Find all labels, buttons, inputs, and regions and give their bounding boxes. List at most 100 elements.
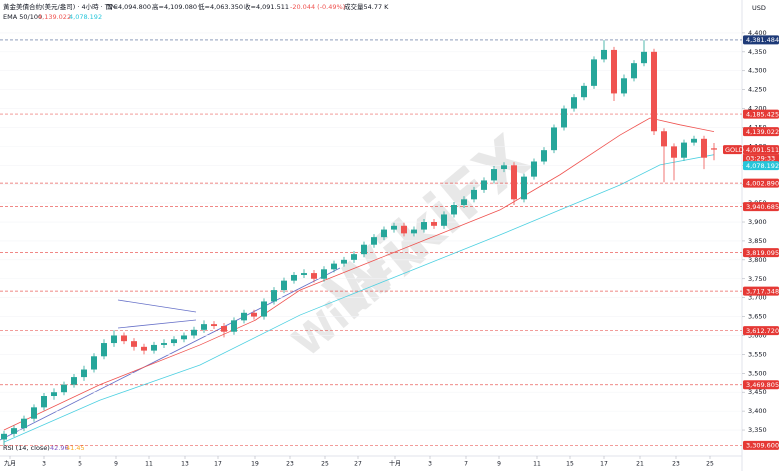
candle-body xyxy=(21,418,27,429)
candle-body xyxy=(101,343,107,357)
close: 收=4,091.511 xyxy=(244,2,289,11)
candle-body xyxy=(381,229,387,238)
candle-body xyxy=(431,222,437,226)
candle-body xyxy=(151,344,157,351)
candle-body xyxy=(121,335,127,342)
y-tick-label: 3,900 xyxy=(748,218,767,226)
x-tick-label: 3 xyxy=(428,461,432,468)
candle-body xyxy=(641,51,647,64)
candle-body xyxy=(551,127,557,151)
price-tag xyxy=(743,178,779,188)
candle-body xyxy=(691,138,697,143)
x-tick-label: 九月 xyxy=(4,460,16,468)
candle-body xyxy=(501,165,507,170)
x-tick-label: 15 xyxy=(566,461,574,468)
candle-body xyxy=(91,356,97,370)
candle-body xyxy=(701,138,707,158)
x-tick-label: 11 xyxy=(533,461,541,468)
candle-body xyxy=(511,165,517,200)
candle-body xyxy=(171,339,177,344)
price-tag xyxy=(743,127,779,137)
candle-body xyxy=(331,263,337,270)
x-tick-label: 27 xyxy=(354,461,362,468)
x-tick-label: 11 xyxy=(145,461,153,468)
candle-body xyxy=(541,150,547,162)
candle-body xyxy=(581,85,587,98)
change: -20.044 (-0.49%) xyxy=(290,3,345,11)
price-tag-label: 3,469.805 xyxy=(746,381,779,389)
price-tag xyxy=(743,145,779,155)
price-tag xyxy=(743,326,779,336)
x-tick-label: 23 xyxy=(286,461,294,468)
candle-body xyxy=(521,176,527,200)
y-tick-label: 3,850 xyxy=(748,237,767,245)
candle-body xyxy=(631,63,637,79)
candle-body xyxy=(271,290,277,302)
candle-body xyxy=(621,78,627,94)
y-tick-label: 3,450 xyxy=(748,388,767,396)
candle-body xyxy=(661,131,667,147)
candle-body xyxy=(651,51,657,132)
candle-body xyxy=(11,428,17,434)
low: 低=4,063.350 xyxy=(198,2,243,11)
symbol-tag-label: GOLD xyxy=(725,146,744,154)
price-tag xyxy=(743,248,779,258)
price-tag-label: 4,139.022 xyxy=(746,128,779,136)
ema-line xyxy=(3,154,715,443)
price-tag xyxy=(743,35,779,45)
y-tick-label: 4,250 xyxy=(748,86,767,94)
rsi-title: RSI (14, close) xyxy=(3,444,50,452)
candle-body xyxy=(51,392,57,396)
x-tick-label: 9 xyxy=(497,461,501,468)
candle-body xyxy=(671,146,677,158)
candle-body xyxy=(161,343,167,345)
candle-body xyxy=(481,180,487,190)
candle-body xyxy=(191,329,197,336)
y-tick-label: 3,550 xyxy=(748,350,767,358)
candle-body xyxy=(141,346,147,351)
price-tag-label: 3,940.685 xyxy=(746,203,779,211)
candle-body xyxy=(261,301,267,317)
candle-body xyxy=(181,335,187,340)
candle-body xyxy=(31,407,37,419)
countdown-bg xyxy=(743,154,779,163)
price-tag-label: 4,091.511 xyxy=(746,146,779,154)
symbol-tag xyxy=(723,145,742,155)
candle-body xyxy=(571,97,577,109)
price-tag xyxy=(743,440,779,450)
x-tick-label: 3 xyxy=(42,461,46,468)
candle-body xyxy=(201,324,207,330)
price-tag-label: 3,717.348 xyxy=(746,287,779,295)
candle-body xyxy=(711,148,717,150)
candle-body xyxy=(111,335,117,344)
rsi-value: 41.45 xyxy=(66,444,85,452)
volume: 成交量54.77 K xyxy=(344,2,389,11)
candle-body xyxy=(311,273,317,279)
candle-body xyxy=(591,59,597,86)
x-tick-label: 21 xyxy=(636,461,644,468)
y-tick-label: 3,350 xyxy=(748,426,767,434)
x-tick-label: 7 xyxy=(464,461,468,468)
x-tick-label: 25 xyxy=(706,461,714,468)
candle-body xyxy=(421,222,427,230)
y-tick-label: 3,500 xyxy=(748,369,767,377)
price-tag xyxy=(743,109,779,119)
candle-body xyxy=(461,199,467,205)
candle-body xyxy=(61,384,67,393)
y-tick-label: 3,650 xyxy=(748,313,767,321)
y-tick-label: 4,300 xyxy=(748,67,767,75)
candle-body xyxy=(41,395,47,408)
y-tick-label: 4,200 xyxy=(748,105,767,113)
price-tag-label: 4,078.192 xyxy=(746,162,779,170)
symbol: 黃金美債合約(美元/盎司) · 4小時 · TVC xyxy=(3,2,118,11)
candle-body xyxy=(411,229,417,234)
price-tag xyxy=(743,161,779,171)
x-tick-label: 17 xyxy=(214,461,222,468)
x-tick-label: 十月 xyxy=(389,460,401,468)
x-tick-label: 13 xyxy=(181,461,189,468)
price-tag xyxy=(743,380,779,390)
candle-body xyxy=(371,237,377,245)
candle-body xyxy=(471,189,477,200)
candle-body xyxy=(451,204,457,215)
